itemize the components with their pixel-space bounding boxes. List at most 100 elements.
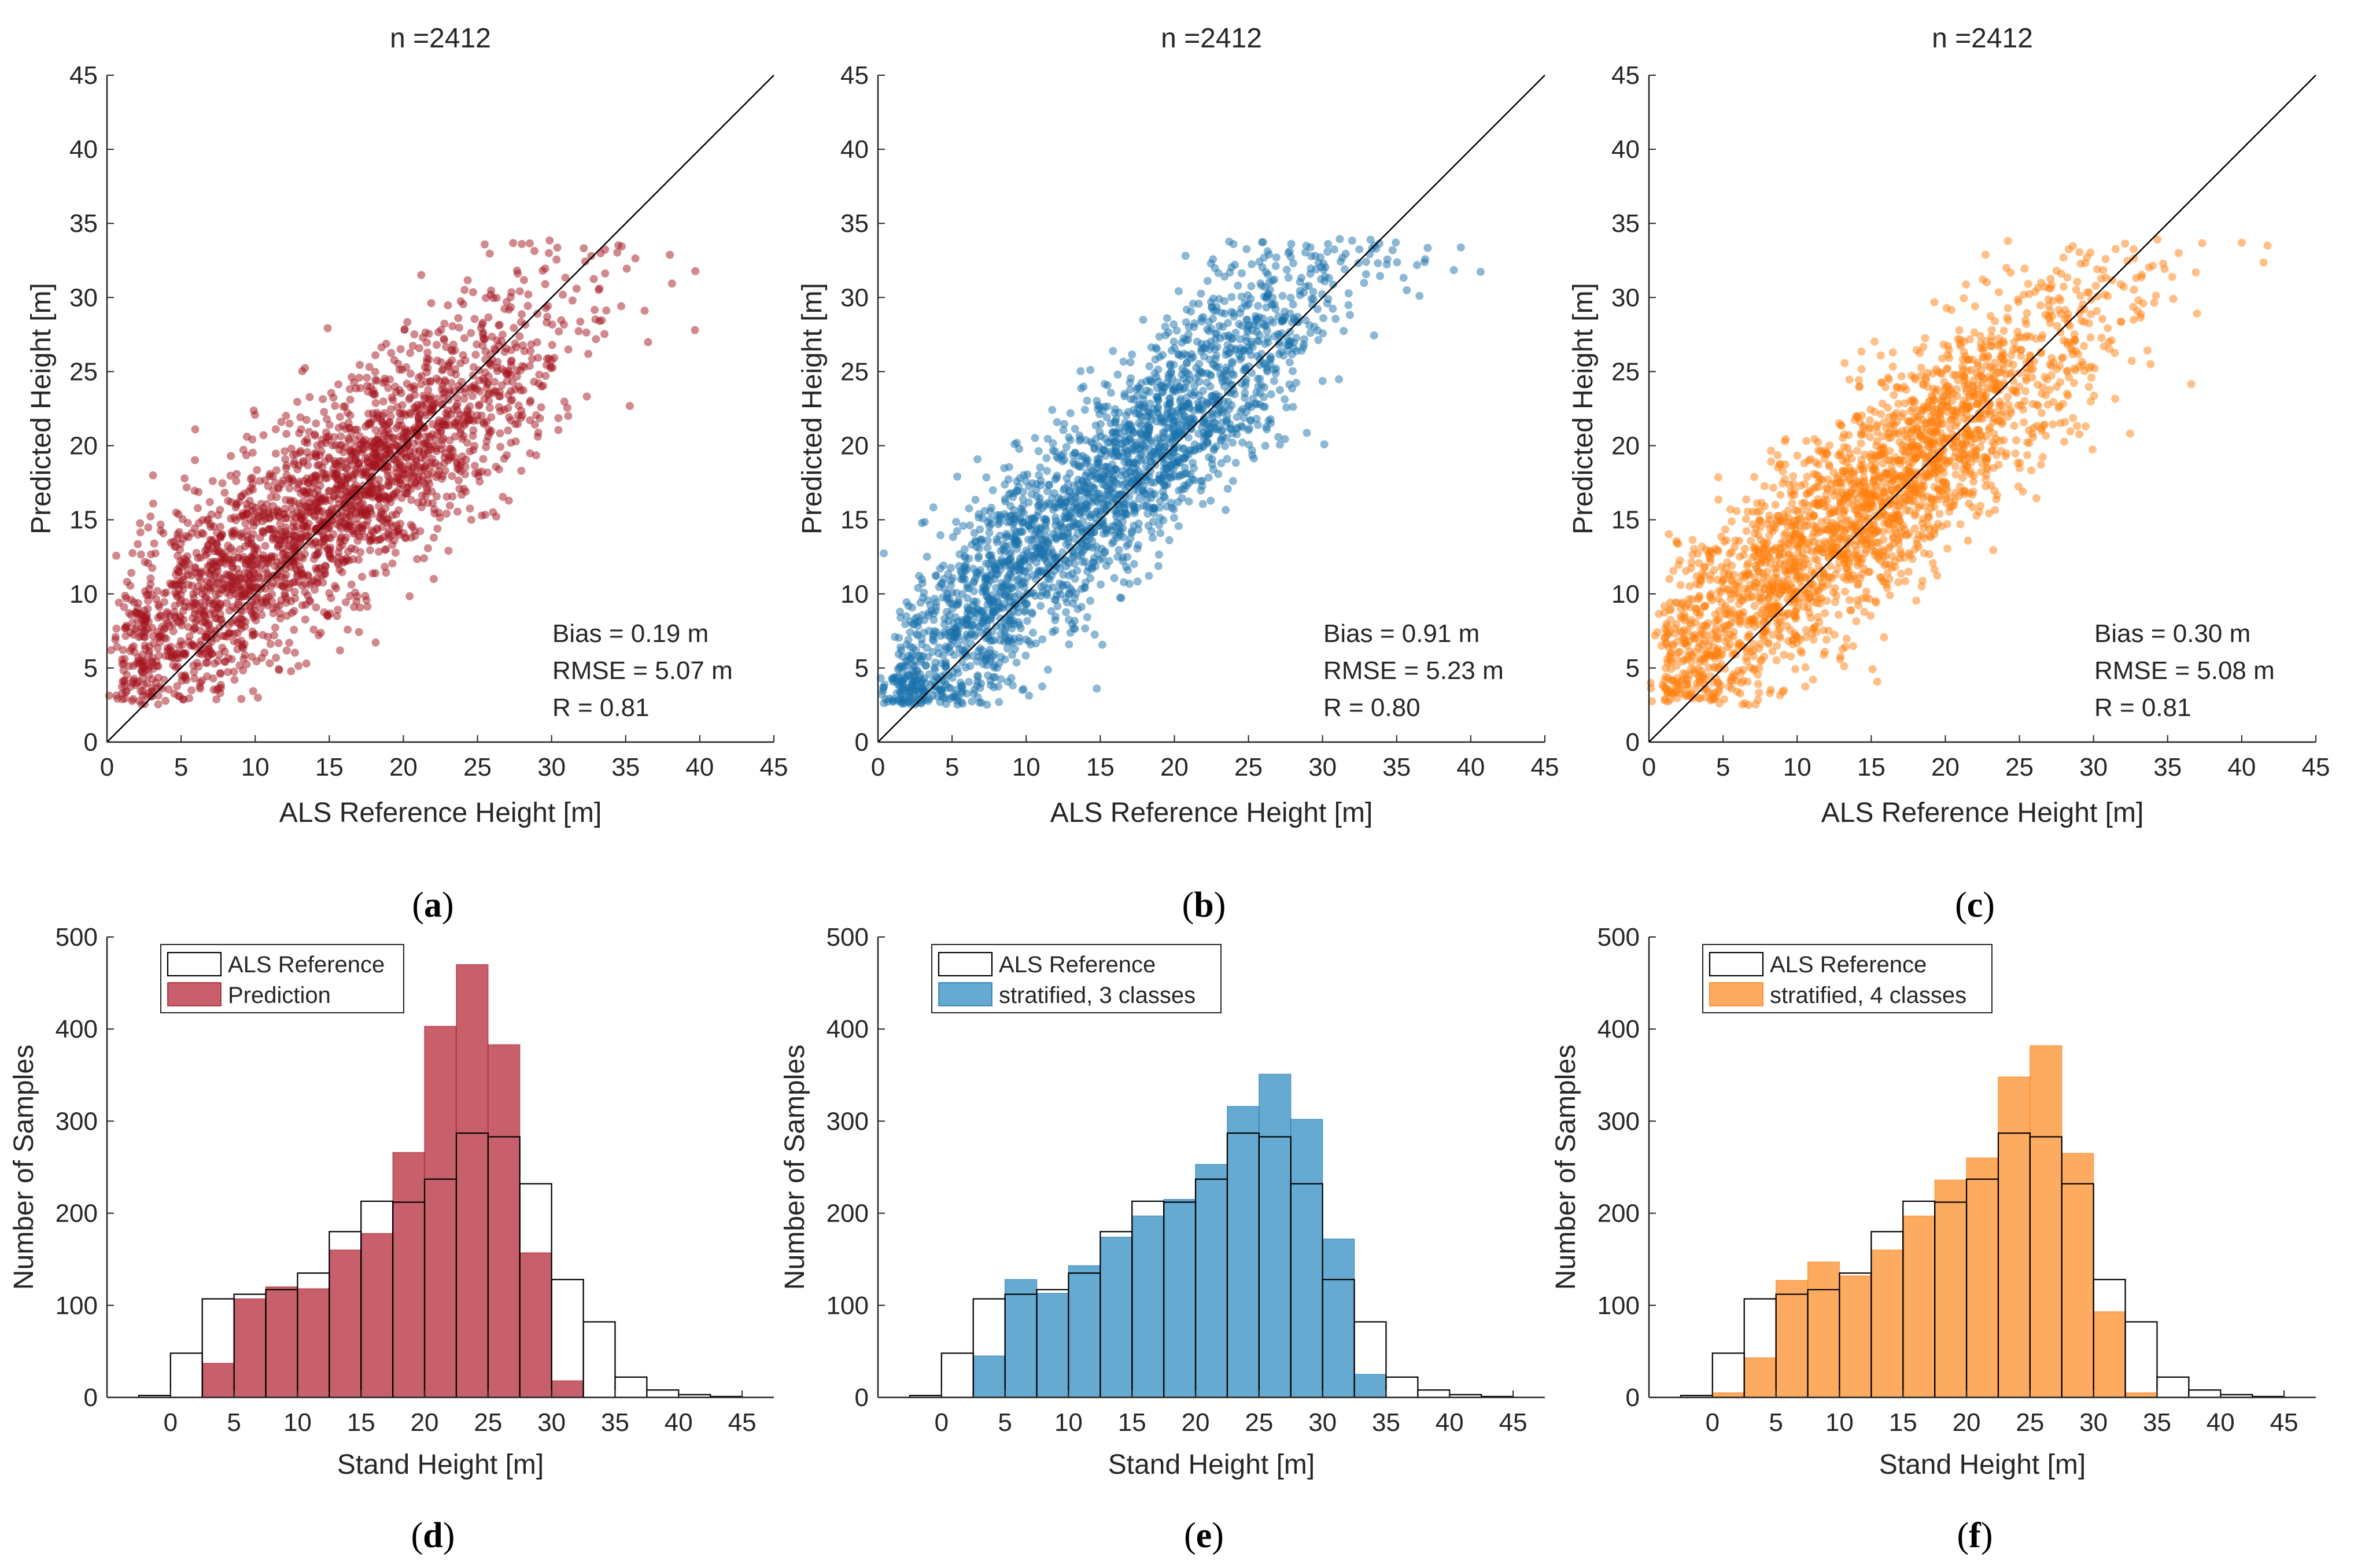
- scatter-point: [1292, 347, 1301, 356]
- scatter-point: [187, 686, 196, 695]
- scatter-point: [944, 570, 953, 578]
- scatter-point: [489, 508, 497, 516]
- scatter-point: [1130, 509, 1139, 517]
- scatter-point: [1129, 500, 1138, 508]
- scatter-point: [129, 677, 137, 685]
- scatter-point: [1901, 577, 1909, 585]
- scatter-point: [939, 561, 948, 570]
- scatter-point: [227, 498, 235, 507]
- scatter-point: [1145, 423, 1154, 432]
- scatter-point: [1086, 596, 1094, 605]
- scatter-point: [178, 515, 187, 523]
- scatter-point: [1331, 315, 1340, 323]
- scatter-point: [1001, 619, 1009, 628]
- scatter-point: [153, 586, 161, 595]
- scatter-point: [143, 596, 152, 605]
- scatter-point: [1285, 358, 1294, 367]
- scatter-point: [983, 544, 992, 552]
- scatter-point: [285, 475, 293, 484]
- scatter-point: [207, 625, 216, 634]
- scatter-point: [414, 373, 423, 382]
- scatter-point: [281, 455, 290, 463]
- scatter-point: [442, 510, 451, 518]
- scatter-point: [272, 573, 281, 582]
- scatter-point: [523, 302, 532, 310]
- scatter-point: [179, 607, 188, 615]
- scatter-point: [1127, 527, 1136, 536]
- scatter-point: [1096, 475, 1105, 483]
- scatter-point: [371, 399, 380, 407]
- scatter-point: [557, 316, 566, 324]
- scatter-point: [198, 529, 206, 537]
- scatter-point: [445, 501, 454, 510]
- scatter-point: [1038, 682, 1046, 691]
- scatter-point: [180, 474, 189, 483]
- scatter-point: [974, 554, 983, 562]
- scatter-point: [283, 611, 292, 620]
- scatter-point: [962, 561, 971, 570]
- scatter-point: [1093, 489, 1102, 498]
- scatter-point: [600, 330, 609, 338]
- scatter-point: [1190, 382, 1199, 390]
- scatter-point: [301, 588, 309, 596]
- scatter-point: [1271, 369, 1280, 378]
- scatter-point: [178, 640, 187, 649]
- scatter-point: [975, 569, 983, 577]
- scatter-point: [914, 652, 923, 661]
- scatter-point: [584, 349, 593, 358]
- scatter-point: [880, 680, 889, 689]
- scatter-point: [534, 353, 543, 362]
- scatter-point: [1154, 562, 1163, 570]
- scatter-point: [115, 598, 123, 607]
- scatter-point: [1305, 321, 1313, 330]
- scatter-point: [353, 537, 362, 545]
- scatter-point: [1374, 259, 1382, 268]
- scatter-point: [429, 575, 438, 583]
- scatter-point: [423, 544, 432, 552]
- scatter-point: [288, 545, 297, 554]
- scatter-point: [1133, 544, 1142, 553]
- scatter-point: [454, 314, 463, 322]
- scatter-point: [190, 667, 198, 676]
- scatter-point: [342, 556, 351, 565]
- scatter-point: [508, 396, 516, 404]
- scatter-panel-c: 0 5 10 15 20 25 30 35 40 45051015202530354045ALS …: [1568, 23, 2330, 828]
- scatter-point: [459, 300, 467, 308]
- scatter-point: [515, 332, 524, 341]
- scatter-point: [190, 674, 199, 682]
- scatter-point: [112, 624, 121, 633]
- scatter-point: [1138, 434, 1147, 443]
- y-tick-label: 35: [840, 209, 869, 238]
- scatter-point: [1307, 252, 1316, 260]
- scatter-point: [1220, 332, 1229, 341]
- scatter-point: [344, 625, 352, 634]
- scatter-point: [201, 551, 210, 560]
- scatter-point: [441, 467, 449, 475]
- scatter-point: [1082, 484, 1090, 492]
- scatter-point: [1212, 329, 1221, 337]
- scatter-point: [322, 433, 331, 442]
- scatter-point: [1049, 530, 1057, 538]
- scatter-point: [1183, 351, 1191, 360]
- scatter-point: [1078, 548, 1086, 556]
- scatter-point: [971, 537, 980, 545]
- scatter-point: [1073, 566, 1082, 575]
- scatter-point: [535, 370, 544, 379]
- scatter-point: [400, 466, 408, 474]
- scatter-point: [504, 496, 513, 505]
- scatter-point: [161, 696, 170, 705]
- scatter-point: [323, 324, 332, 333]
- scatter-point: [417, 503, 426, 511]
- scatter-point: [1126, 580, 1134, 588]
- scatter-point: [392, 441, 401, 449]
- scatter-point: [1270, 377, 1278, 385]
- scatter-point: [1035, 494, 1044, 503]
- scatter-point: [120, 603, 128, 611]
- scatter-point: [910, 620, 918, 629]
- scatter-point: [194, 488, 203, 496]
- y-tick-label: 45: [840, 61, 869, 90]
- scatter-point: [1189, 391, 1197, 400]
- scatter-point: [1270, 332, 1279, 341]
- scatter-point: [122, 594, 131, 603]
- scatter-point: [141, 558, 149, 566]
